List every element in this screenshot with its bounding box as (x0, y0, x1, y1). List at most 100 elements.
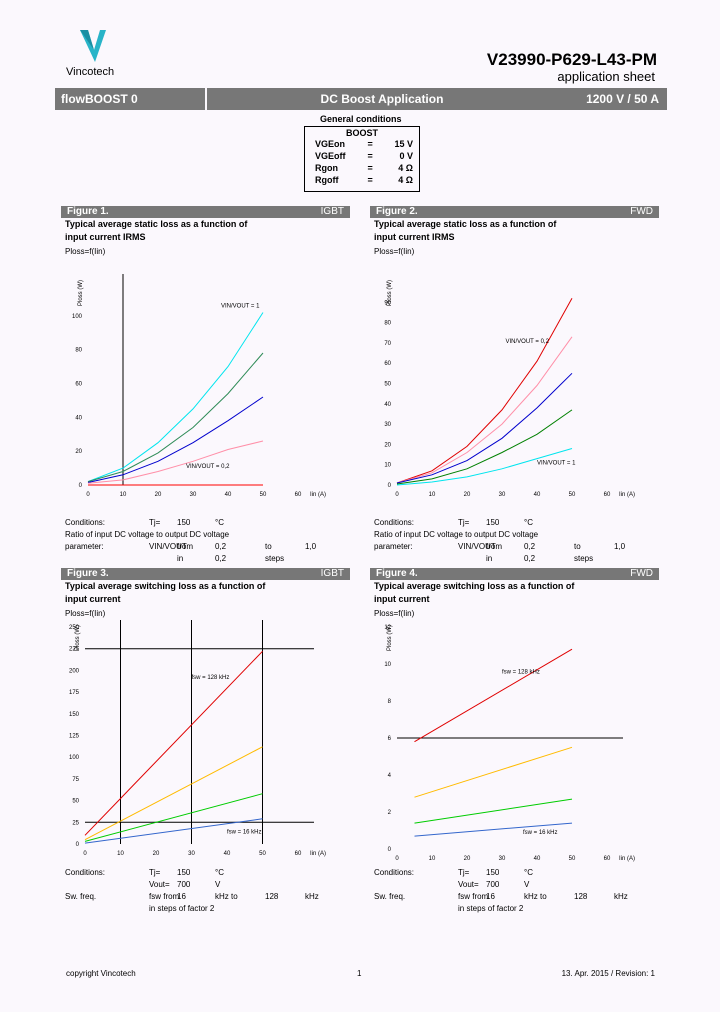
condition-cell: parameter: (65, 542, 104, 551)
condition-cell: Ratio of input DC voltage to output DC v… (65, 530, 230, 539)
chart-annotation: fsw = 128 kHz (502, 669, 540, 675)
gc-param: VGEoff (315, 151, 346, 161)
y-tick-label: 70 (384, 341, 391, 347)
figure-formula: Ploss=f(Iin) (374, 609, 415, 618)
condition-cell: Tj= (149, 868, 161, 877)
condition-cell: V (215, 880, 221, 889)
condition-cell: fsw from (149, 892, 180, 901)
chart-annotation: fsw = 16 kHz (227, 830, 262, 836)
y-tick-label: 12 (384, 625, 391, 631)
series-line-0 (87, 312, 264, 483)
series-line-2 (84, 793, 263, 842)
y-tick-label: 10 (384, 463, 391, 469)
gc-value: 4 Ω (398, 175, 413, 185)
chart-annotation: VIN/VOUT = 0,2 (506, 339, 550, 345)
figure-formula: Ploss=f(Iin) (374, 247, 415, 256)
y-tick-label: 0 (388, 847, 392, 853)
figure-label: Figure 4. (376, 568, 418, 579)
figure-title: Typical average static loss as a functio… (374, 218, 556, 244)
banner-right: DC Boost Application 1200 V / 50 A (207, 88, 667, 110)
figure-title: Typical average switching loss as a func… (65, 580, 265, 606)
gc-param: Rgoff (315, 175, 339, 185)
condition-cell: steps (265, 554, 285, 563)
condition-cell: 150 (486, 518, 500, 527)
gc-param: VGEon (315, 139, 346, 149)
series-line-1 (414, 746, 573, 798)
condition-cell: in (177, 554, 184, 563)
condition-cell: VIN/VOUT (149, 542, 187, 551)
y-tick-label: 225 (69, 647, 80, 653)
footer-page-number: 1 (357, 969, 362, 978)
x-tick-label: 60 (295, 851, 302, 857)
x-tick-label: 60 (295, 492, 302, 498)
figure-title: Typical average switching loss as a func… (374, 580, 574, 606)
x-tick-label: 50 (260, 492, 267, 498)
condition-cell: Vout= (458, 880, 479, 889)
condition-cell: °C (524, 518, 533, 527)
figure-formula: Ploss=f(Iin) (65, 609, 106, 618)
figure-device: FWD (630, 206, 653, 217)
x-tick-label: 10 (117, 851, 124, 857)
condition-cell: V (524, 880, 530, 889)
y-tick-label: 50 (72, 799, 79, 805)
x-tick-label: 40 (224, 851, 231, 857)
series-line-0 (414, 648, 573, 743)
general-conditions-title: General conditions (320, 114, 402, 124)
series-line-3 (87, 440, 264, 484)
gc-param: Rgon (315, 163, 338, 173)
figure-label: Figure 1. (67, 206, 109, 217)
x-tick-label: 0 (86, 492, 90, 498)
condition-cell: 16 (486, 892, 495, 901)
gc-row: Rgoff = 4 Ω (309, 174, 419, 186)
condition-cell: 1,0 (614, 542, 626, 551)
figure-title-line2: input current (65, 594, 121, 604)
x-tick-label: 10 (429, 492, 436, 498)
condition-cell: 0,2 (524, 542, 536, 551)
x-tick-label: 30 (499, 856, 506, 862)
series-line-0 (396, 297, 573, 484)
y-tick-label: 2 (388, 810, 392, 816)
x-tick-label: 40 (534, 492, 541, 498)
x-axis-label: Iin (A) (310, 492, 326, 498)
chart-svg: 0 20 40 60 80 100 0 10 20 30 40 50 60 Ploss (W) Iin (A… (72, 274, 326, 498)
condition-cell: 128 (574, 892, 588, 901)
condition-cell: 150 (177, 518, 191, 527)
vincotech-logo-icon (80, 30, 106, 62)
gc-row: VGEoff = 0 V (309, 150, 419, 162)
footer-date-revision: 13. Apr. 2015 / Revision: 1 (561, 969, 655, 978)
figure-device: FWD (630, 568, 653, 579)
condition-cell: in (486, 554, 493, 563)
y-tick-label: 175 (69, 690, 80, 696)
figure-title-line2: input current IRMS (374, 232, 455, 242)
condition-cell: from (177, 542, 193, 551)
condition-cell: steps (574, 554, 594, 563)
y-tick-label: 40 (384, 402, 391, 408)
condition-cell: 0,2 (215, 554, 227, 563)
gc-header: BOOST (345, 128, 378, 138)
chart-annotation: VIN/VOUT = 0,2 (186, 464, 230, 470)
y-tick-label: 90 (384, 300, 391, 306)
y-tick-label: 125 (69, 734, 80, 740)
y-tick-label: 100 (72, 314, 83, 320)
figure-title: Typical average static loss as a functio… (65, 218, 247, 244)
condition-cell: from (486, 542, 502, 551)
series-line-0 (84, 650, 263, 836)
x-tick-label: 50 (569, 492, 576, 498)
series-line-4 (396, 448, 573, 486)
condition-cell: kHz (305, 892, 319, 901)
y-tick-label: 250 (69, 625, 80, 631)
x-tick-label: 20 (464, 492, 471, 498)
figure-label: Figure 3. (67, 568, 109, 579)
condition-cell: kHz to (524, 892, 547, 901)
x-tick-label: 30 (188, 851, 195, 857)
x-axis-label: Iin (A) (310, 851, 326, 857)
y-tick-label: 60 (75, 382, 82, 388)
y-tick-label: 20 (75, 449, 82, 455)
y-tick-label: 0 (79, 483, 83, 489)
chart-annotation: fsw = 128 kHz (192, 675, 230, 681)
gc-eq: = (367, 163, 373, 173)
gc-row: VGEon = 15 V (309, 138, 419, 150)
condition-cell: in steps of factor 2 (149, 904, 215, 913)
condition-cell: parameter: (374, 542, 413, 551)
y-tick-label: 50 (384, 382, 391, 388)
